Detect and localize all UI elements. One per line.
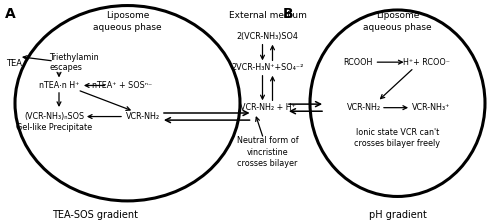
Text: Liposome: Liposome	[106, 11, 149, 20]
Text: Triethylamin: Triethylamin	[49, 53, 98, 62]
Text: (VCR-NH₃)ₙSOS: (VCR-NH₃)ₙSOS	[24, 112, 84, 121]
Text: A: A	[5, 7, 16, 21]
Text: B: B	[282, 7, 293, 21]
Text: nTEA⋅n H⁺: nTEA⋅n H⁺	[39, 81, 79, 90]
Text: Liposome: Liposome	[376, 11, 419, 20]
Text: Gel-like Precipitate: Gel-like Precipitate	[16, 123, 92, 132]
Text: RCOOH: RCOOH	[343, 58, 372, 67]
Text: 2(VCR-NH₃)SO4: 2(VCR-NH₃)SO4	[236, 32, 298, 41]
Text: aqueous phase: aqueous phase	[363, 23, 432, 32]
Text: crosses bilayer: crosses bilayer	[238, 159, 298, 168]
Text: crosses bilayer freely: crosses bilayer freely	[354, 139, 440, 148]
Text: VCR-NH₂: VCR-NH₂	[126, 112, 160, 121]
Text: escapes: escapes	[49, 63, 82, 72]
Text: VCR-NH₃⁺: VCR-NH₃⁺	[412, 103, 450, 112]
Text: Neutral form of: Neutral form of	[236, 137, 298, 145]
Text: 2VCR-H₃N⁺+SO₄⁻²: 2VCR-H₃N⁺+SO₄⁻²	[232, 63, 304, 72]
Text: vincristine: vincristine	[246, 148, 288, 157]
Text: TEA-SOS gradient: TEA-SOS gradient	[52, 210, 138, 220]
Text: Ionic state VCR can't: Ionic state VCR can't	[356, 128, 439, 137]
Text: nTEA⁺ + SOSⁿ⁻: nTEA⁺ + SOSⁿ⁻	[92, 81, 152, 90]
Text: VCR-NH₂ + H⁺: VCR-NH₂ + H⁺	[240, 103, 296, 112]
Text: pH gradient: pH gradient	[368, 210, 426, 220]
Text: VCR-NH₂: VCR-NH₂	[347, 103, 381, 112]
Text: TEA: TEA	[6, 59, 22, 68]
Text: External medium: External medium	[228, 11, 306, 20]
Text: H⁺+ RCOO⁻: H⁺+ RCOO⁻	[403, 58, 450, 67]
Text: aqueous phase: aqueous phase	[93, 23, 162, 32]
